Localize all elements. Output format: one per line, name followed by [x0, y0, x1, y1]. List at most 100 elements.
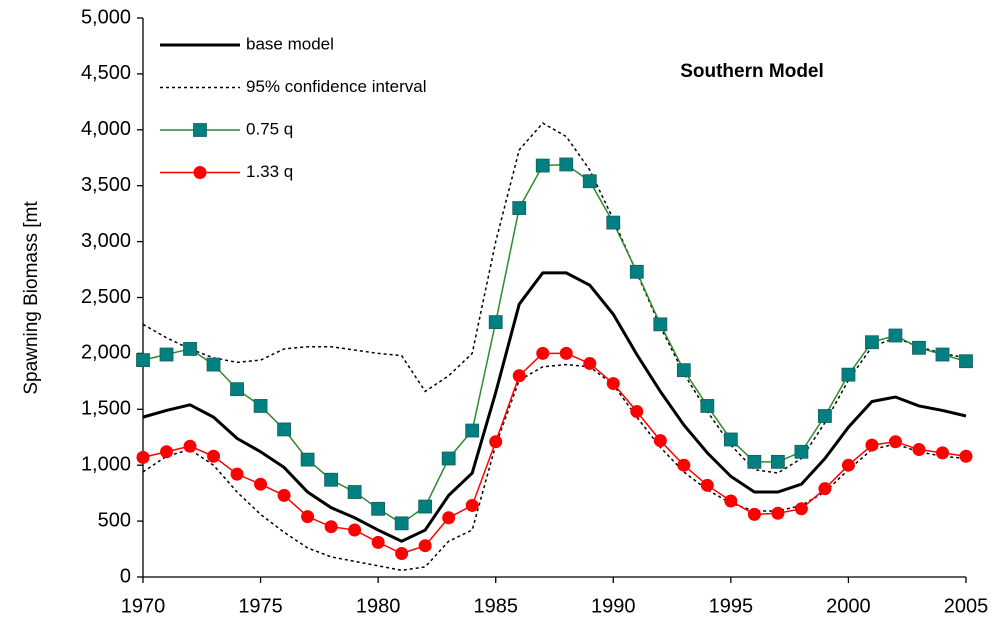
y-tick-label: 5,000 — [81, 6, 131, 28]
legend-marker — [193, 166, 207, 179]
marker — [371, 501, 386, 516]
series-line — [142, 352, 967, 555]
marker — [159, 347, 174, 362]
legend-label: 95% confidence interval — [246, 77, 427, 96]
y-axis-title: Spawning Biomass [mt — [21, 201, 42, 395]
marker — [348, 523, 362, 537]
marker — [747, 454, 762, 469]
marker — [489, 435, 503, 449]
marker — [441, 451, 456, 466]
marker — [630, 405, 644, 419]
marker — [770, 454, 785, 469]
marker — [277, 422, 291, 437]
marker — [136, 353, 150, 368]
x-tick-label: 1990 — [591, 595, 636, 617]
marker — [536, 346, 550, 360]
chart-title: Southern Model — [680, 61, 824, 82]
y-tick-label: 2,000 — [81, 342, 131, 364]
marker — [818, 409, 832, 423]
y-tick-label: 1,500 — [81, 398, 131, 420]
marker — [841, 458, 855, 472]
y-tick-label: 3,500 — [81, 174, 131, 196]
x-tick-label: 1985 — [473, 595, 518, 617]
y-tick-label: 3,000 — [81, 230, 131, 252]
marker — [676, 363, 691, 378]
marker — [488, 315, 503, 329]
marker — [653, 434, 667, 448]
marker — [794, 502, 808, 516]
y-tick-label: 2,500 — [81, 286, 131, 308]
marker — [512, 369, 526, 383]
x-tick-label: 1980 — [356, 595, 401, 617]
marker — [747, 507, 761, 521]
marker — [207, 449, 221, 463]
marker — [841, 367, 856, 382]
x-tick-label: 1975 — [238, 595, 283, 617]
y-tick-label: 0 — [120, 565, 131, 587]
marker — [277, 488, 291, 502]
marker — [935, 347, 950, 362]
series-line — [142, 271, 967, 543]
marker — [912, 443, 926, 457]
marker — [582, 174, 597, 189]
marker — [465, 423, 480, 438]
marker — [465, 498, 479, 512]
x-tick-label: 1995 — [709, 595, 754, 617]
marker — [183, 342, 197, 356]
x-tick-label: 1970 — [121, 595, 166, 617]
marker — [418, 539, 432, 553]
marker — [912, 340, 926, 355]
marker — [395, 547, 409, 561]
marker — [535, 158, 550, 173]
marker — [559, 157, 574, 172]
marker — [935, 446, 949, 460]
series-line — [142, 363, 967, 572]
y-tick-label: 500 — [98, 509, 131, 531]
marker — [888, 328, 903, 343]
marker — [559, 346, 573, 360]
marker — [253, 399, 268, 413]
marker — [300, 452, 315, 467]
y-tick-label: 1,000 — [81, 453, 131, 475]
marker — [700, 399, 715, 413]
marker — [700, 478, 714, 492]
marker — [324, 472, 339, 487]
legend-label: 1.33 q — [246, 162, 293, 181]
marker — [160, 445, 174, 459]
marker — [723, 432, 738, 447]
marker — [818, 482, 832, 496]
marker — [230, 467, 244, 481]
marker — [771, 506, 785, 520]
x-tick-label: 2005 — [944, 595, 989, 617]
marker — [794, 444, 809, 459]
series-line — [142, 163, 967, 525]
marker — [324, 520, 338, 534]
legend-marker — [193, 123, 207, 137]
marker — [959, 449, 973, 463]
marker — [677, 458, 691, 472]
marker — [442, 511, 456, 525]
marker — [865, 335, 879, 350]
marker — [254, 477, 268, 491]
legend-label: 0.75 q — [246, 119, 293, 138]
marker — [583, 356, 597, 370]
marker — [629, 264, 644, 279]
marker — [371, 535, 385, 549]
marker — [606, 215, 621, 230]
marker — [888, 435, 902, 449]
marker — [512, 201, 527, 215]
marker — [230, 382, 244, 397]
marker — [394, 516, 409, 531]
marker — [865, 438, 879, 452]
marker — [183, 439, 197, 453]
marker — [206, 357, 221, 372]
marker — [136, 450, 150, 464]
marker — [959, 354, 973, 369]
marker — [301, 510, 315, 524]
marker — [724, 494, 738, 508]
marker — [653, 317, 668, 332]
marker — [418, 499, 433, 514]
x-tick-label: 2000 — [826, 595, 871, 617]
legend-label: base model — [246, 34, 334, 53]
